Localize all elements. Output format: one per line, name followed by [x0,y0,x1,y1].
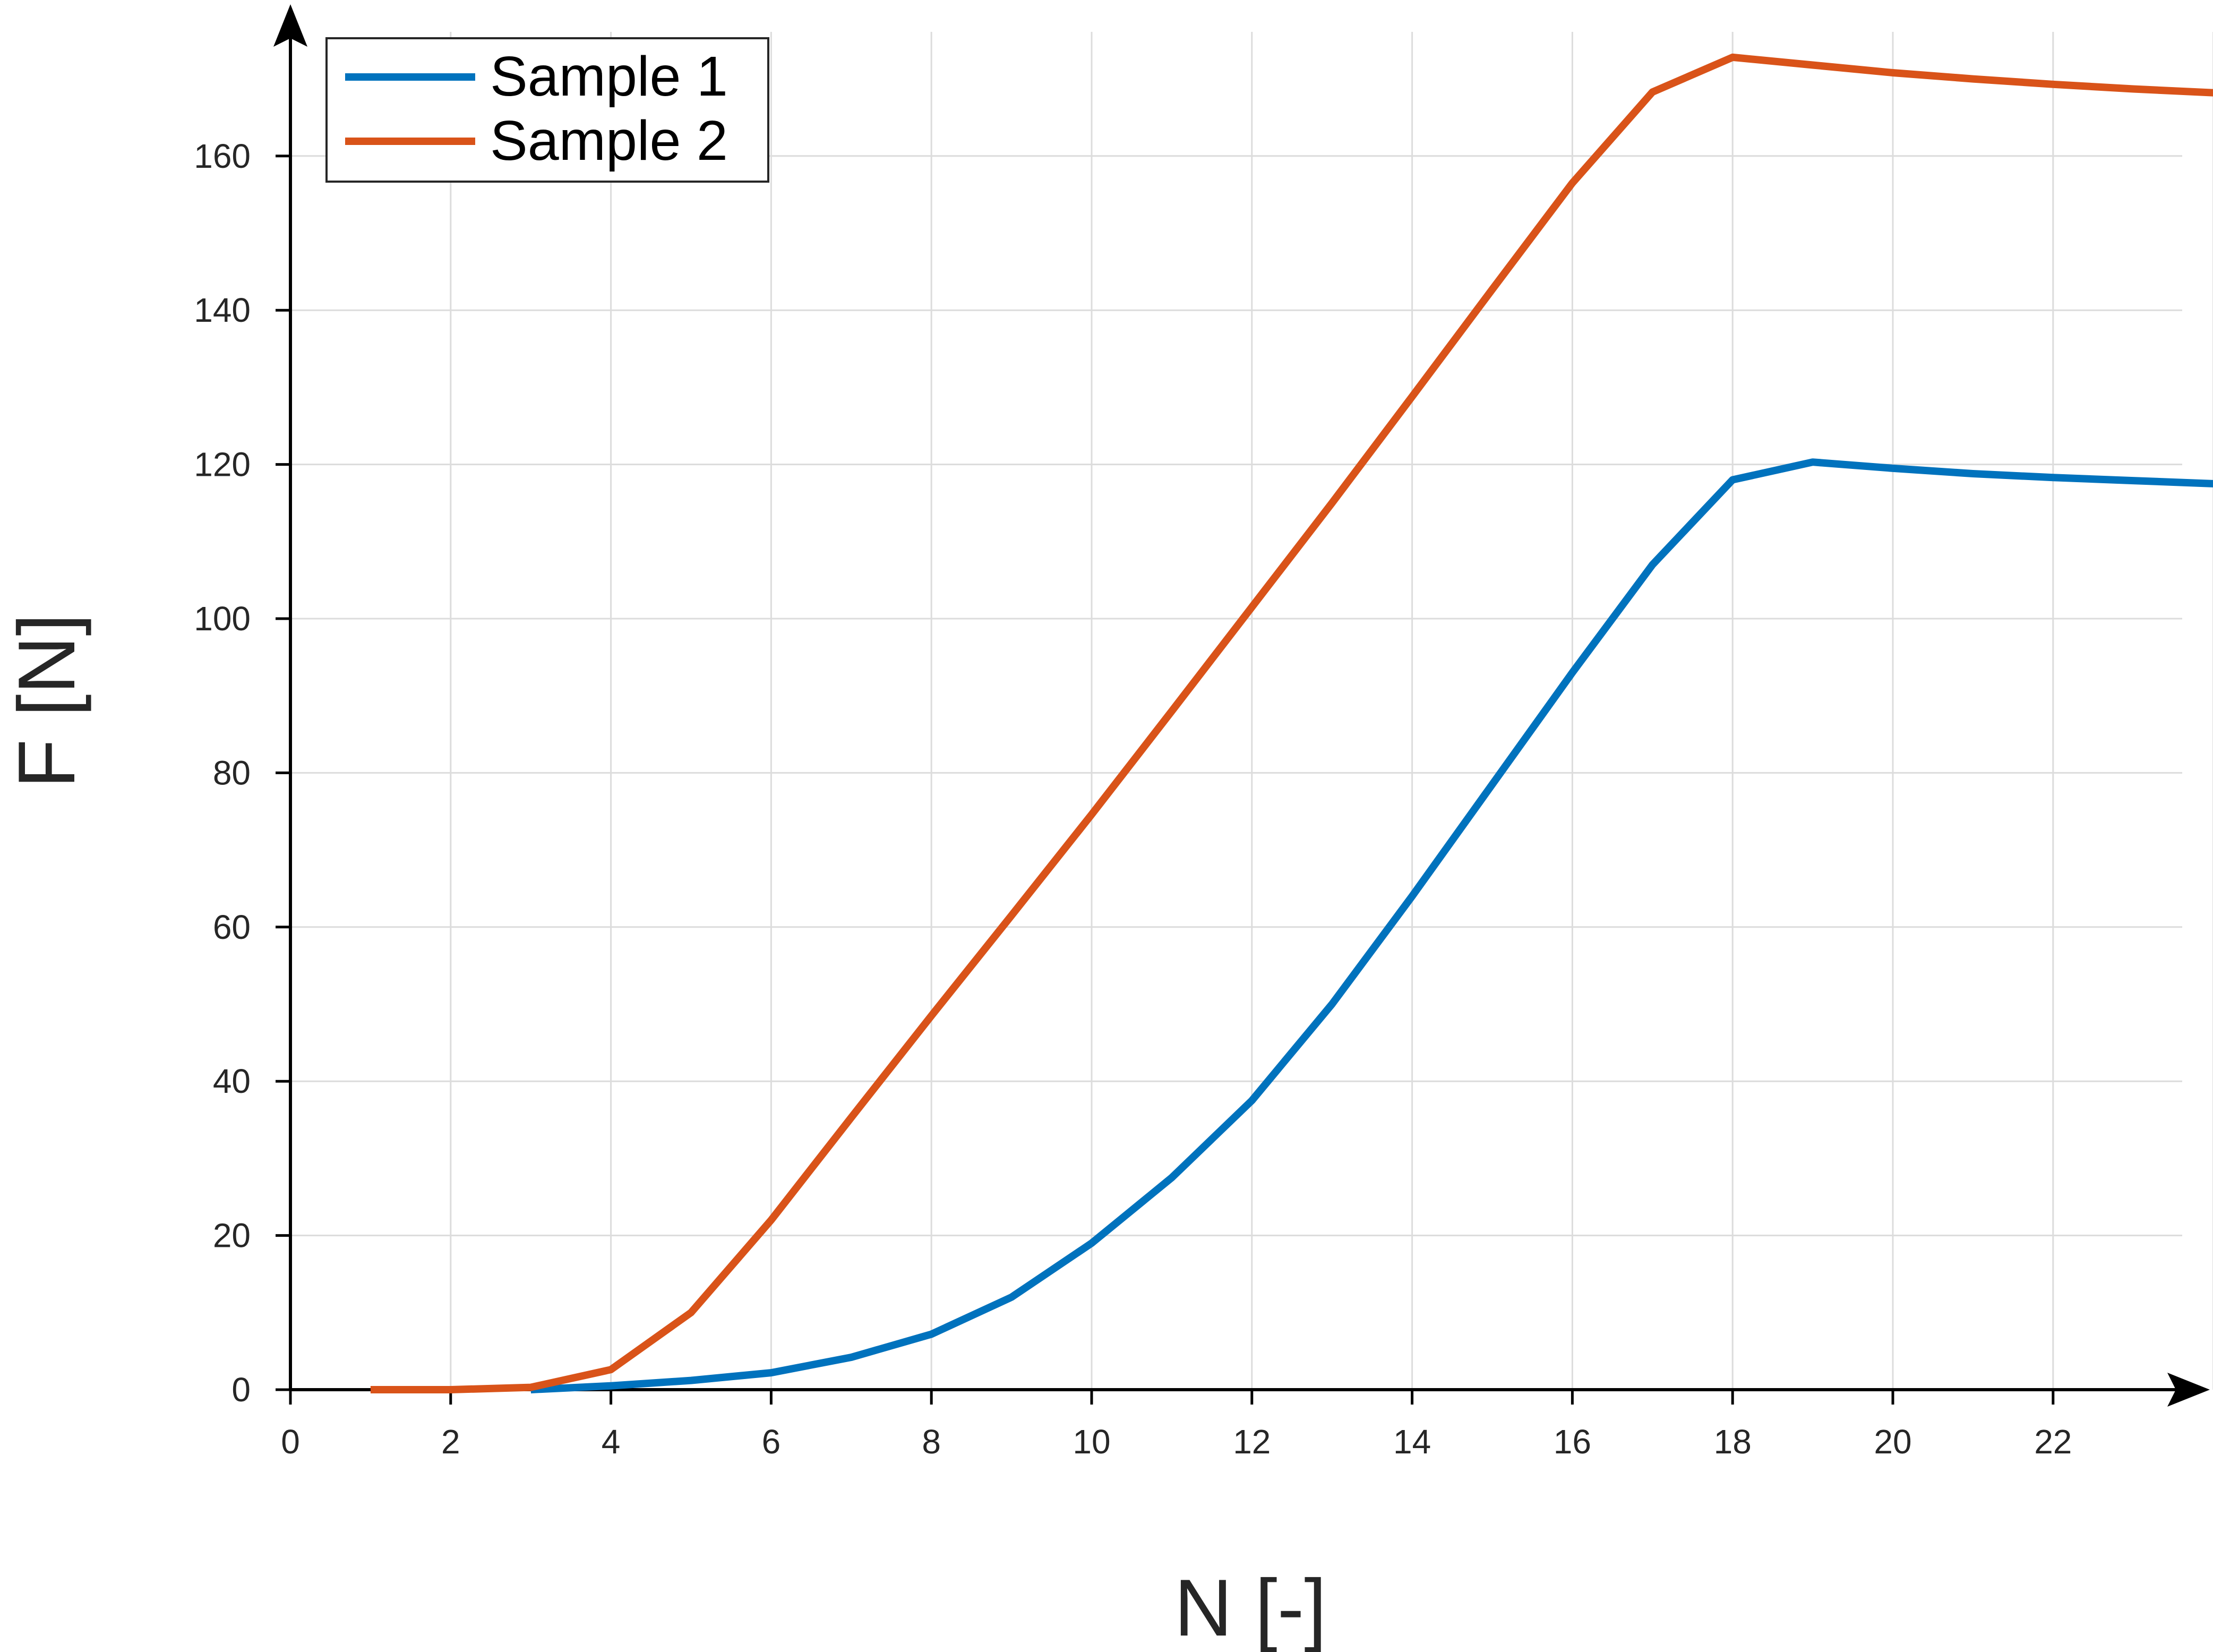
y-axis-arrow-icon [273,4,307,47]
x-tick-label: 18 [1714,1423,1752,1461]
y-tick-label: 160 [194,137,251,175]
y-tick-label: 140 [194,291,251,329]
ticks: 0 2 4 6 8 10 12 14 16 18 20 22 0 20 40 60 80 100 120 140 160 [194,137,2072,1461]
x-tick-label: 8 [922,1423,941,1461]
y-axis-title: F [N] [2,613,92,788]
y-tick-label: 20 [213,1217,251,1255]
y-tick-label: 100 [194,600,251,638]
x-tick-label: 0 [281,1423,300,1461]
series-line-sample-1 [530,458,2213,1393]
legend-label-sample-1: Sample 1 [490,45,728,108]
x-tick-label: 4 [602,1423,621,1461]
legend-box [325,37,769,183]
x-tick-label: 16 [1554,1423,1591,1461]
x-tick-label: 12 [1233,1423,1271,1461]
series-line-sample-2 [370,53,2213,1393]
x-tick-label: 10 [1073,1423,1110,1461]
axes [273,4,2210,1407]
x-tick-label: 14 [1393,1423,1431,1461]
series [370,53,2213,1393]
x-axis-arrow-icon [2167,1373,2210,1407]
y-tick-label: 60 [213,908,251,946]
y-tick-label: 80 [213,754,251,792]
x-tick-label: 2 [441,1423,460,1461]
x-axis-title: N [-] [1174,1563,1326,1652]
x-tick-label: 6 [762,1423,781,1461]
legend: Sample 1 Sample 2 [325,37,769,183]
x-tick-label: 22 [2034,1423,2072,1461]
grid [290,32,2213,1390]
y-tick-label: 0 [231,1371,251,1409]
y-tick-label: 40 [213,1062,251,1100]
legend-label-sample-2: Sample 2 [490,109,728,172]
x-tick-label: 20 [1874,1423,1911,1461]
y-tick-label: 120 [194,446,251,484]
